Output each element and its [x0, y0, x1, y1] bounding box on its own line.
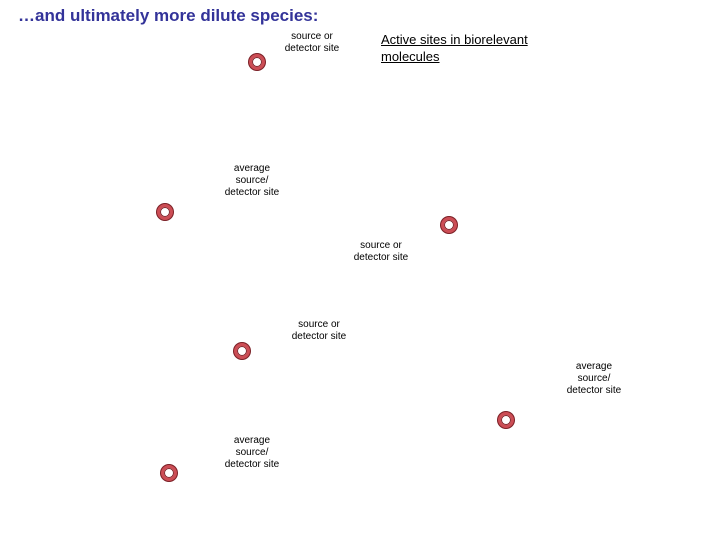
site-marker-5 — [498, 412, 514, 428]
slide-title: …and ultimately more dilute species: — [18, 6, 319, 25]
site-label-3: source or detector site — [353, 240, 409, 263]
site-label-4: source or detector site — [291, 319, 347, 342]
site-label-5: average source/ detector site — [566, 361, 622, 396]
site-marker-1 — [249, 54, 265, 70]
subtitle: Active sites in biorelevant molecules — [381, 32, 528, 64]
site-marker-3 — [441, 217, 457, 233]
site-marker-6 — [161, 465, 177, 481]
site-marker-4 — [234, 343, 250, 359]
site-label-1: source or detector site — [284, 31, 340, 54]
site-marker-2 — [157, 204, 173, 220]
site-label-6: average source/ detector site — [224, 435, 280, 470]
site-label-2: average source/ detector site — [224, 163, 280, 198]
